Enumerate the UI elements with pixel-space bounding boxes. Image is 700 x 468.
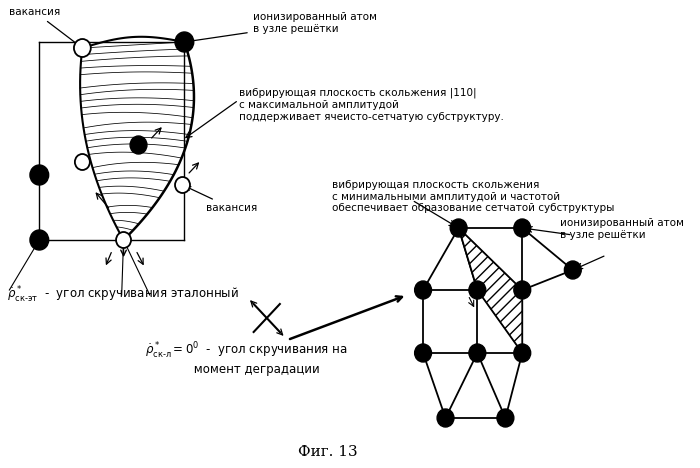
Circle shape (175, 32, 194, 52)
Text: вибрирующая плоскость скольжения
с минимальными амплитудой и частотой
обеспечива: вибрирующая плоскость скольжения с миним… (332, 180, 615, 213)
Circle shape (514, 281, 531, 299)
Circle shape (75, 154, 90, 170)
Text: $\dot{\rho}^*_{\mathsf{ск\text{-}л}} = 0^0$  -  угол скручивания на
            : $\dot{\rho}^*_{\mathsf{ск\text{-}л}} = 0… (145, 340, 348, 375)
Circle shape (469, 344, 486, 362)
Circle shape (30, 165, 49, 185)
Polygon shape (458, 228, 522, 353)
Text: вибрирующая плоскость скольжения |110|
с максимальной амплитудой
поддерживает яч: вибрирующая плоскость скольжения |110| с… (239, 88, 503, 122)
Circle shape (130, 136, 147, 154)
Circle shape (414, 344, 431, 362)
Circle shape (469, 281, 486, 299)
Circle shape (74, 39, 91, 57)
Text: ионизированный атом
в узле решётки: ионизированный атом в узле решётки (560, 218, 684, 240)
Circle shape (175, 177, 190, 193)
Circle shape (414, 281, 431, 299)
Circle shape (564, 261, 581, 279)
Circle shape (514, 344, 531, 362)
Text: вакансия: вакансия (9, 7, 79, 45)
Circle shape (497, 409, 514, 427)
Text: ионизированный атом
в узле решётки: ионизированный атом в узле решётки (188, 12, 377, 43)
Circle shape (30, 230, 49, 250)
Circle shape (450, 219, 467, 237)
Polygon shape (80, 37, 194, 240)
Text: $\dot{\rho}^*_{\mathsf{ск\text{-}эт}}$  -  угол скручивания эталонный: $\dot{\rho}^*_{\mathsf{ск\text{-}эт}}$ -… (8, 285, 239, 305)
Circle shape (437, 409, 454, 427)
Circle shape (116, 232, 131, 248)
Text: вакансия: вакансия (186, 187, 257, 213)
Circle shape (514, 219, 531, 237)
Text: Фиг. 13: Фиг. 13 (298, 445, 358, 459)
